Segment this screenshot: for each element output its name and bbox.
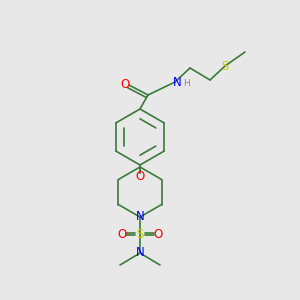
Text: N: N xyxy=(136,211,144,224)
Text: N: N xyxy=(136,247,144,260)
Text: S: S xyxy=(221,59,229,73)
Text: H: H xyxy=(183,80,189,88)
Text: S: S xyxy=(136,229,144,242)
Text: O: O xyxy=(117,229,127,242)
Text: O: O xyxy=(120,79,130,92)
Text: O: O xyxy=(153,229,163,242)
Text: O: O xyxy=(135,170,145,184)
Text: N: N xyxy=(172,76,182,88)
